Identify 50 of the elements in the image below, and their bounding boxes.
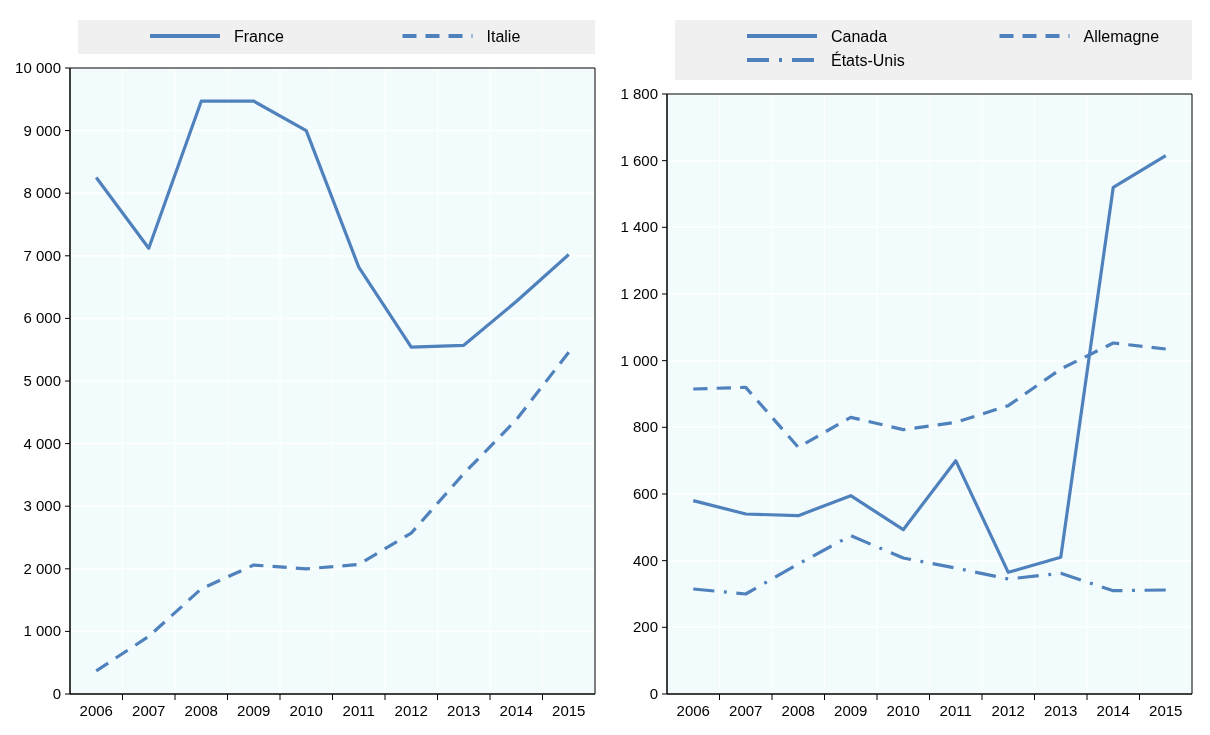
y-tick-label: 800: [632, 418, 658, 436]
legend-label: États-Unis: [831, 51, 905, 69]
x-tick-label: 2008: [184, 702, 218, 719]
line-series: [94, 350, 571, 673]
legend-label: Allemagne: [1083, 28, 1160, 45]
y-tick-label: 1 400: [620, 218, 658, 236]
x-tick-label: 2014: [499, 702, 533, 719]
y-tick-label: 6 000: [23, 309, 61, 327]
x-tick-label: 2011: [342, 702, 375, 719]
x-tick-label: 2008: [781, 702, 815, 719]
x-tick-label: 2013: [1044, 702, 1078, 719]
x-tick-label: 2006: [79, 702, 113, 719]
y-tick-label: 1 000: [620, 351, 658, 369]
y-tick-label: 0: [52, 685, 61, 702]
x-tick-label: 2007: [729, 702, 763, 719]
y-tick-label: 0: [649, 685, 658, 702]
y-tick-label: 10 000: [15, 59, 61, 76]
y-tick-label: 1 600: [620, 151, 658, 169]
y-tick-label: 5 000: [23, 372, 61, 389]
legend-label: Canada: [831, 28, 888, 45]
x-tick-label: 2012: [394, 702, 428, 719]
line-series: [691, 154, 1168, 574]
x-tick-label: 2010: [886, 702, 920, 719]
y-tick-label: 1 800: [620, 85, 658, 102]
y-tick-label: 7 000: [23, 246, 61, 264]
x-tick-label: 2009: [834, 702, 868, 719]
x-tick-label: 2010: [289, 702, 323, 719]
x-tick-label: 2012: [991, 702, 1025, 719]
x-tick-label: 2011: [939, 702, 972, 719]
x-tick-label: 2007: [132, 702, 166, 719]
y-tick-label: 3 000: [23, 497, 61, 515]
line-series: [94, 99, 571, 349]
y-tick-label: 1 200: [620, 285, 658, 302]
y-tick-label: 9 000: [23, 121, 61, 139]
y-tick-label: 200: [632, 618, 658, 636]
line-series: [691, 534, 1168, 596]
x-tick-label: 2009: [237, 702, 271, 719]
y-tick-label: 2 000: [23, 559, 61, 577]
x-tick-label: 2013: [447, 702, 481, 719]
x-tick-label: 2015: [1149, 702, 1183, 719]
x-tick-label: 2015: [552, 702, 586, 719]
y-tick-label: 8 000: [23, 184, 61, 202]
y-tick-label: 4 000: [23, 434, 61, 452]
legend-label: Italie: [486, 28, 521, 45]
y-tick-label: 400: [632, 551, 658, 569]
y-tick-label: 1 000: [23, 622, 61, 640]
x-tick-label: 2006: [676, 702, 710, 719]
x-tick-label: 2014: [1096, 702, 1130, 719]
legend-label: France: [234, 28, 284, 45]
y-tick-label: 600: [632, 485, 658, 502]
